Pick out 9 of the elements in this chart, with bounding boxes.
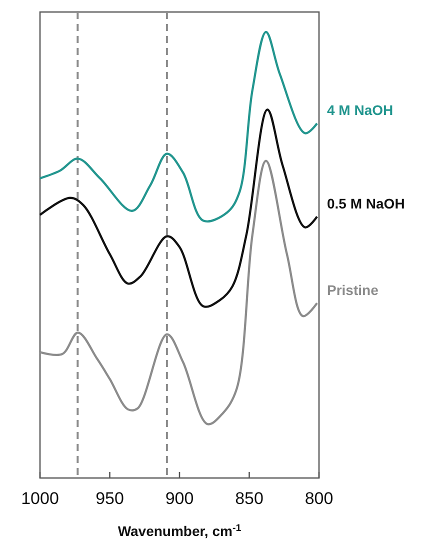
x-tick-label: 1000 xyxy=(21,489,59,508)
x-tick-label: 850 xyxy=(235,489,264,508)
series-label: Pristine xyxy=(327,282,379,298)
series-label: 0.5 M NaOH xyxy=(327,195,405,212)
x-tick-label: 950 xyxy=(96,489,124,508)
x-tick-label: 900 xyxy=(165,489,194,508)
series-label: 4 M NaOH xyxy=(327,102,394,118)
x-tick-label: 800 xyxy=(304,489,334,508)
x-axis-title: Wavenumber, cm$^{-1}$ xyxy=(118,522,242,539)
